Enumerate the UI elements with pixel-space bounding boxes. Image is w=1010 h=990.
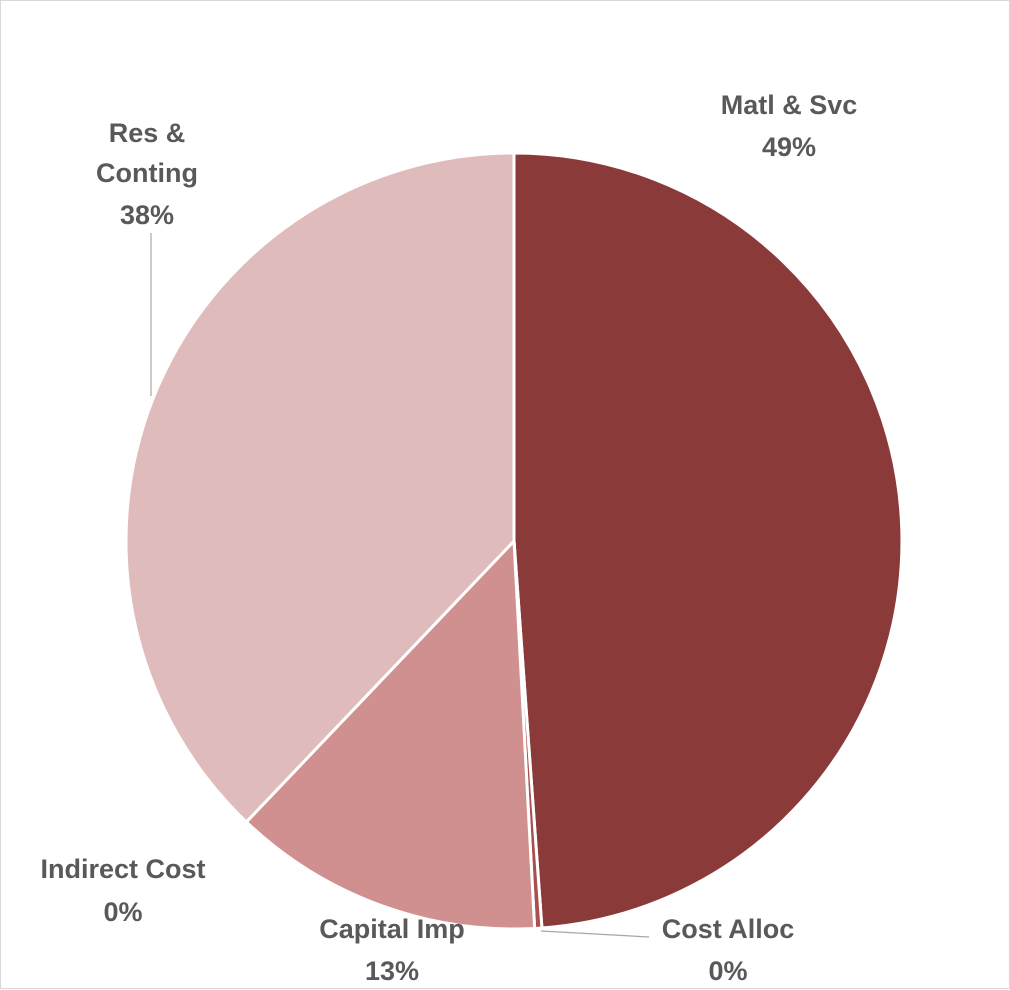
pie-slice-matl-svc (512, 151, 904, 930)
data-label-cost-alloc: Cost Alloc 0% (662, 914, 795, 986)
label-res-conting-line2: Conting (96, 158, 198, 188)
label-indirect-cost-value: 0% (103, 897, 142, 927)
data-label-capital-imp: Capital Imp 13% (319, 914, 465, 986)
label-cost-alloc-value: 0% (708, 956, 747, 986)
pie-slice-capital-imp (244, 539, 537, 931)
pie-slices (124, 151, 904, 931)
label-matl-svc-value: 49% (762, 132, 816, 162)
leader-lines (150, 233, 650, 938)
label-matl-svc-name: Matl & Svc (721, 90, 858, 120)
leader-line-cost-alloc (540, 930, 650, 938)
data-label-matl-svc: Matl & Svc 49% (721, 90, 858, 162)
label-res-conting-value: 38% (120, 200, 174, 230)
label-res-conting-line1: Res & (109, 118, 186, 148)
data-label-indirect-cost: Indirect Cost 0% (40, 854, 205, 927)
label-cost-alloc-name: Cost Alloc (662, 914, 795, 944)
label-capital-imp-name: Capital Imp (319, 914, 465, 944)
pie-slice-res-conting (124, 151, 516, 824)
data-label-res-conting: Res & Conting 38% (96, 118, 198, 230)
label-indirect-cost-name: Indirect Cost (40, 854, 205, 884)
label-capital-imp-value: 13% (365, 956, 419, 986)
